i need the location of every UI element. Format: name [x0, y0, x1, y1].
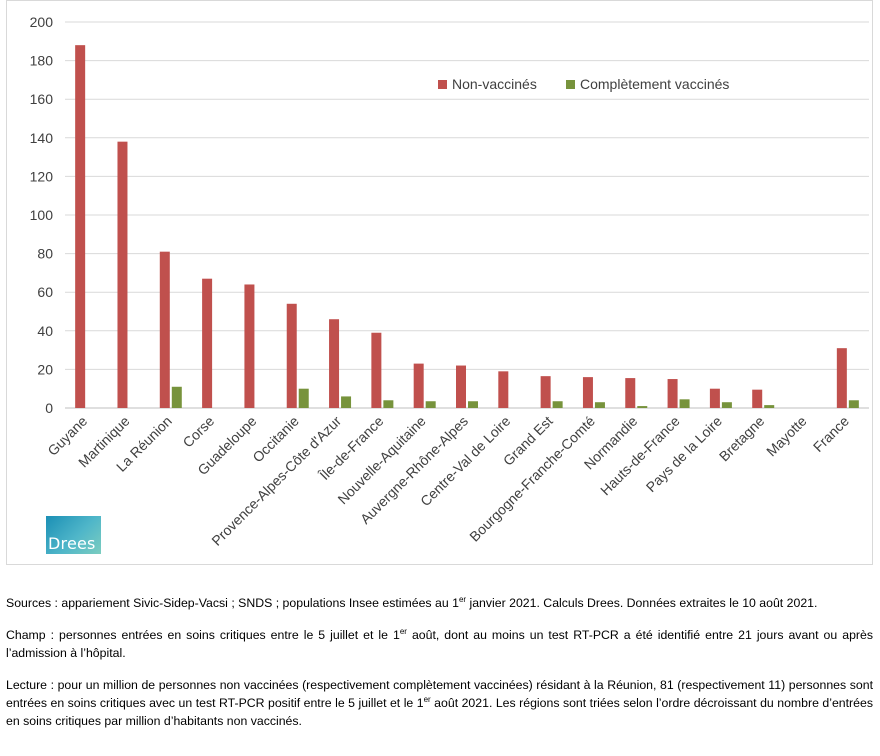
- x-tick-label: France: [810, 413, 852, 455]
- y-tick-label: 200: [30, 14, 54, 30]
- y-tick-label: 80: [37, 246, 53, 262]
- y-tick-label: 160: [30, 91, 54, 107]
- bar-non-vaccines: [75, 45, 86, 408]
- x-tick-label: Bretagne: [716, 413, 768, 465]
- y-tick-label: 60: [37, 284, 53, 300]
- bar-vaccines: [468, 401, 478, 408]
- y-tick-label: 20: [37, 361, 53, 377]
- bar-non-vaccines: [667, 379, 678, 408]
- legend-label: Non-vaccinés: [452, 76, 537, 92]
- bar-non-vaccines: [202, 278, 213, 408]
- bar-non-vaccines: [582, 377, 593, 408]
- bar-non-vaccines: [540, 376, 551, 408]
- y-tick-label: 180: [30, 53, 54, 69]
- bar-vaccines: [679, 399, 690, 408]
- bar-chart: 020406080100120140160180200GuyaneMartini…: [30, 14, 869, 549]
- bar-non-vaccines: [244, 284, 255, 408]
- y-tick-label: 0: [45, 400, 53, 416]
- sources-note: Sources : appariement Sivic-Sidep-Vacsi …: [6, 594, 818, 610]
- x-tick-label: Mayotte: [763, 413, 810, 460]
- x-tick-label: Corse: [179, 413, 217, 451]
- bar-vaccines: [383, 400, 394, 408]
- bar-vaccines: [425, 401, 436, 408]
- drees-logo: Drees: [46, 516, 101, 554]
- bar-non-vaccines: [752, 389, 763, 408]
- bar-non-vaccines: [498, 371, 509, 408]
- bar-non-vaccines: [329, 319, 340, 408]
- bar-non-vaccines: [709, 388, 720, 408]
- legend-label: Complètement vaccinés: [580, 76, 729, 92]
- bar-vaccines: [171, 386, 182, 408]
- champ-note: Champ : personnes entrées en soins criti…: [6, 626, 873, 660]
- bar-vaccines: [764, 405, 775, 408]
- bar-vaccines: [848, 400, 859, 408]
- x-tick-label: Pays de la Loire: [643, 413, 725, 495]
- y-tick-label: 120: [30, 168, 54, 184]
- bar-vaccines: [637, 406, 648, 408]
- lecture-note: Lecture : pour un million de personnes n…: [6, 678, 873, 728]
- y-tick-label: 140: [30, 130, 54, 146]
- chart-frame: 0 20 40 60 80 100 120 140 160 180 200 Guyane Martini…: [6, 0, 873, 565]
- legend-swatch: [438, 80, 447, 89]
- legend-swatch: [566, 80, 575, 89]
- bar-vaccines: [721, 402, 732, 408]
- bar-non-vaccines: [413, 363, 424, 408]
- bar-non-vaccines: [286, 303, 297, 408]
- bar-non-vaccines: [159, 251, 170, 408]
- bar-vaccines: [552, 401, 563, 408]
- bar-non-vaccines: [117, 141, 128, 408]
- bar-vaccines: [594, 402, 605, 408]
- chart-notes: Sources : appariement Sivic-Sidep-Vacsi …: [6, 594, 873, 744]
- bar-non-vaccines: [371, 332, 382, 408]
- bar-non-vaccines: [456, 365, 466, 408]
- y-tick-label: 100: [30, 207, 54, 223]
- bar-non-vaccines: [836, 348, 847, 408]
- bar-vaccines: [341, 396, 352, 408]
- y-tick-label: 40: [37, 323, 53, 339]
- bar-non-vaccines: [625, 378, 636, 408]
- logo-text: Drees: [48, 534, 96, 553]
- bar-vaccines: [298, 388, 309, 408]
